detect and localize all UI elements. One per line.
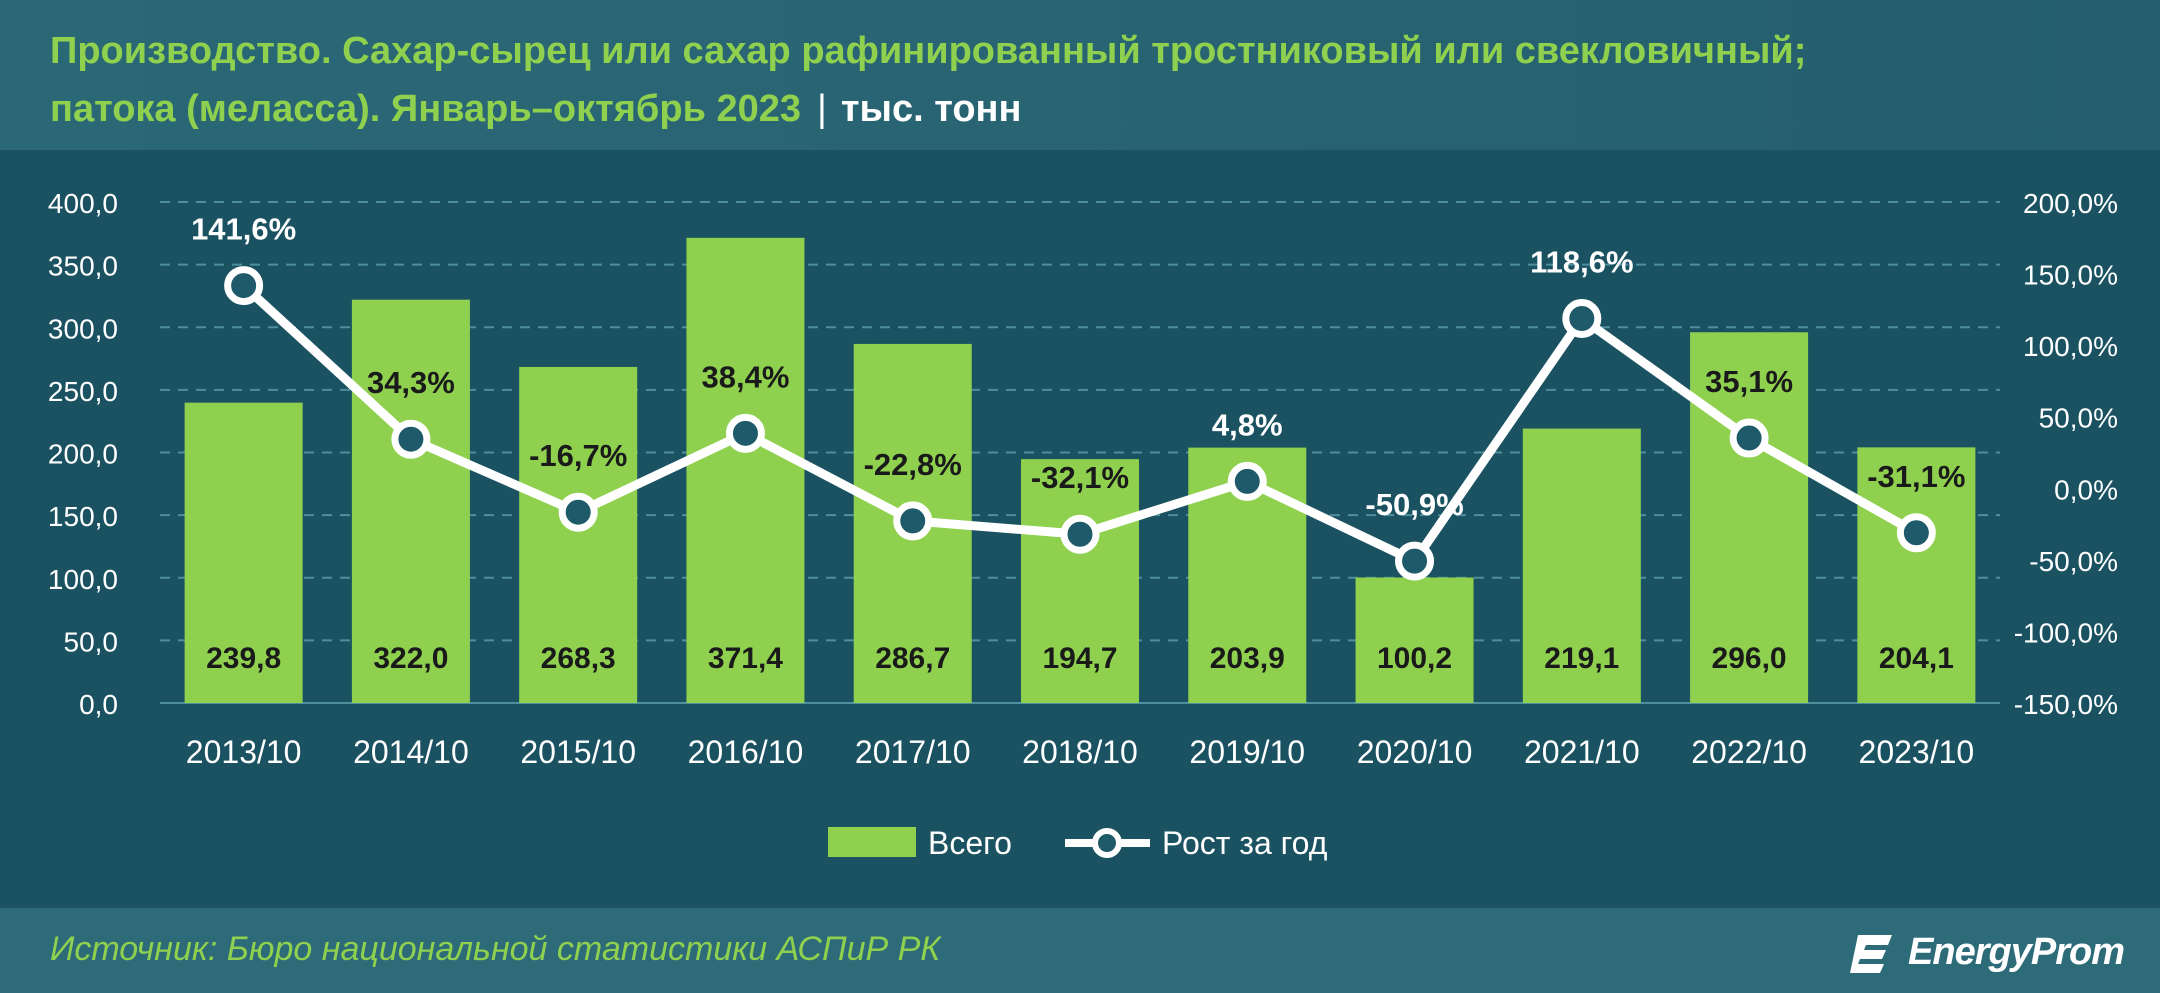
x-axis-tick-label: 2013/10 <box>186 734 302 770</box>
growth-value-label: 118,6% <box>1530 245 1633 280</box>
growth-point <box>1395 541 1435 581</box>
x-axis-tick-label: 2020/10 <box>1357 734 1473 770</box>
bar <box>1355 577 1474 703</box>
y-axis-left-tick-label: 100,0 <box>48 564 118 595</box>
x-axis-tick-label: 2019/10 <box>1189 734 1305 770</box>
x-axis-tick-label: 2014/10 <box>353 734 469 770</box>
growth-value-label: -31,1% <box>1867 459 1965 494</box>
y-axis-right-tick-label: -50,0% <box>2029 546 2118 577</box>
header: Производство. Сахар-сырец или сахар рафи… <box>0 0 2160 150</box>
bar-value-label: 203,9 <box>1210 642 1285 675</box>
bar-value-label: 268,3 <box>541 642 616 675</box>
growth-value-label: -32,1% <box>1031 460 1129 495</box>
source-note: Источник: Бюро национальной статистики А… <box>50 930 941 968</box>
x-axis-tick-label: 2021/10 <box>1524 734 1640 770</box>
bar-value-label: 100,2 <box>1377 642 1452 675</box>
bar-value-label: 194,7 <box>1042 642 1117 675</box>
footer: Источник: Бюро национальной статистики А… <box>0 908 2160 993</box>
chart-svg: 0,0 50,0 100,0 150,0 200,0 250,0 300,0 350,0 400… <box>48 188 2118 861</box>
growth-value-label: 35,1% <box>1705 364 1793 399</box>
legend-bar-label: Всего <box>928 825 1012 861</box>
title-line-2: патока (меласса). Январь–октябрь 2023 | ты… <box>50 80 2130 138</box>
y-axis-right-tick-label: 100,0% <box>2023 331 2118 362</box>
x-axis-tick-label: 2023/10 <box>1859 734 1975 770</box>
bar <box>184 402 303 703</box>
bar-value-label: 219,1 <box>1544 642 1619 675</box>
y-axis-right-tick-label: 200,0% <box>2023 188 2118 219</box>
x-axis-tick-label: 2015/10 <box>520 734 636 770</box>
bar-value-label: 296,0 <box>1712 642 1787 675</box>
growth-value-label: 34,3% <box>367 365 455 400</box>
bar-value-label: 322,0 <box>373 642 448 675</box>
y-axis-left-tick-label: 400,0 <box>48 188 118 219</box>
y-axis-left-tick-label: 0,0 <box>79 689 118 720</box>
growth-point <box>1060 514 1100 554</box>
title-line-1: Производство. Сахар-сырец или сахар рафи… <box>50 30 1807 72</box>
y-axis-right-tick-label: 150,0% <box>2023 260 2118 291</box>
growth-value-label: -16,7% <box>529 438 627 473</box>
chart-title: Производство. Сахар-сырец или сахар рафи… <box>50 22 2130 138</box>
growth-point <box>1729 418 1769 458</box>
bar-value-label: 371,4 <box>708 642 783 675</box>
bar <box>1690 332 1809 703</box>
x-axis-tick-label: 2022/10 <box>1691 734 1807 770</box>
x-axis-tick-label: 2016/10 <box>688 734 804 770</box>
logo: EnergyProm <box>1848 922 2125 982</box>
chart-area: 0,0 50,0 100,0 150,0 200,0 250,0 300,0 350,0 400… <box>0 150 2160 908</box>
growth-value-label: 38,4% <box>702 359 790 394</box>
y-axis-right-tick-label: 0,0% <box>2054 474 2118 505</box>
growth-value-label: -50,9% <box>1365 487 1463 522</box>
x-axis-tick-label: 2018/10 <box>1022 734 1138 770</box>
growth-point <box>224 266 264 306</box>
bar <box>1522 428 1641 703</box>
growth-point <box>893 501 933 541</box>
y-axis-left-tick-label: 350,0 <box>48 251 118 282</box>
growth-point <box>1896 513 1936 553</box>
growth-value-label: -22,8% <box>864 447 962 482</box>
y-axis-left-tick-label: 300,0 <box>48 313 118 344</box>
y-axis-right-tick-label: -150,0% <box>2014 689 2118 720</box>
bar <box>686 237 805 703</box>
growth-point <box>1562 299 1602 339</box>
unit-label: тыс. тонн <box>840 88 1022 130</box>
growth-point <box>725 413 765 453</box>
y-axis-left-tick-label: 50,0 <box>64 626 119 657</box>
growth-value-label: 4,8% <box>1212 407 1283 442</box>
growth-point <box>558 492 598 532</box>
bar <box>351 299 470 703</box>
logo-text: EnergyProm <box>1908 930 2125 973</box>
y-axis-right-tick-label: -100,0% <box>2014 617 2118 648</box>
growth-point <box>1227 461 1267 501</box>
legend-line-label: Рост за год <box>1162 825 1328 861</box>
y-axis-right-tick-label: 50,0% <box>2039 403 2118 434</box>
y-axis-left-tick-label: 150,0 <box>48 501 118 532</box>
legend-line-marker <box>1092 828 1122 858</box>
bar-value-label: 286,7 <box>875 642 950 675</box>
x-axis-tick-label: 2017/10 <box>855 734 971 770</box>
bar-value-label: 204,1 <box>1879 642 1954 675</box>
bar <box>519 366 638 703</box>
bar-value-label: 239,8 <box>206 642 281 675</box>
growth-value-label: 141,6% <box>191 212 296 247</box>
growth-point <box>391 419 431 459</box>
title-separator: | <box>817 88 827 130</box>
energyprom-logo-icon <box>1850 935 1893 973</box>
y-axis-left-tick-label: 200,0 <box>48 439 118 470</box>
y-axis-left-tick-label: 250,0 <box>48 376 118 407</box>
title-line-2-text: патока (меласса). Январь–октябрь 2023 <box>50 88 802 130</box>
bar <box>1021 459 1139 703</box>
bar <box>1857 447 1976 703</box>
legend-bar-swatch <box>828 827 916 857</box>
